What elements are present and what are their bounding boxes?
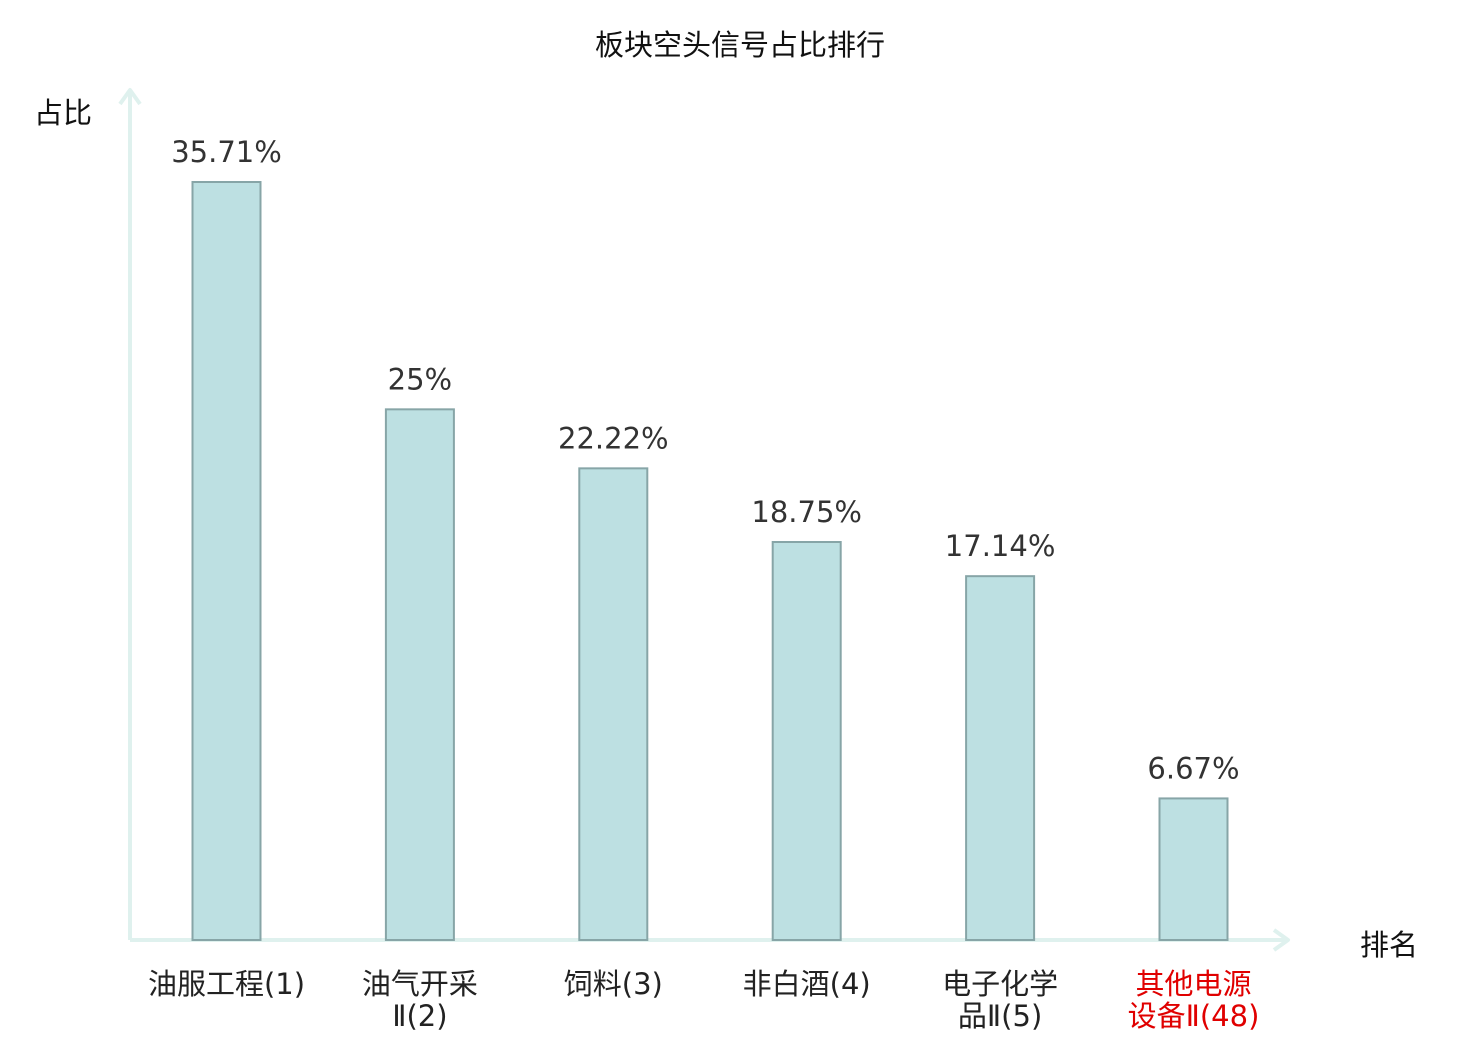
data-label: 25% xyxy=(388,362,452,396)
bar xyxy=(965,575,1036,942)
x-tick-label: 非白酒(4) xyxy=(743,967,871,1001)
x-tick-label: 其他电源 xyxy=(1135,967,1251,1001)
x-tick-label: 设备Ⅱ(48) xyxy=(1128,999,1260,1033)
x-tick-label: 油服工程(1) xyxy=(148,967,305,1001)
chart-title: 板块空头信号占比排行 xyxy=(594,28,885,62)
bar xyxy=(384,408,455,942)
x-axis-arrow-icon xyxy=(1272,928,1290,952)
data-label: 17.14% xyxy=(945,529,1056,563)
y-axis-arrow-icon xyxy=(118,88,142,106)
x-tick-label: 电子化学 xyxy=(942,967,1058,1001)
data-label: 22.22% xyxy=(558,421,669,455)
x-tick-label: 油气开采 xyxy=(362,967,478,1001)
data-label: 6.67% xyxy=(1147,751,1239,785)
bar xyxy=(578,467,649,941)
bar xyxy=(771,541,842,942)
x-axis-label: 排名 xyxy=(1360,928,1419,962)
x-tick-label: 品Ⅱ(5) xyxy=(958,999,1042,1033)
bar xyxy=(1158,797,1229,942)
data-label: 18.75% xyxy=(751,495,862,529)
x-tick-label: 饲料(3) xyxy=(564,967,663,1001)
bar xyxy=(191,181,262,941)
data-label: 35.71% xyxy=(171,135,282,169)
y-axis-label: 占比 xyxy=(34,96,93,130)
x-tick-label: Ⅱ(2) xyxy=(392,999,447,1033)
